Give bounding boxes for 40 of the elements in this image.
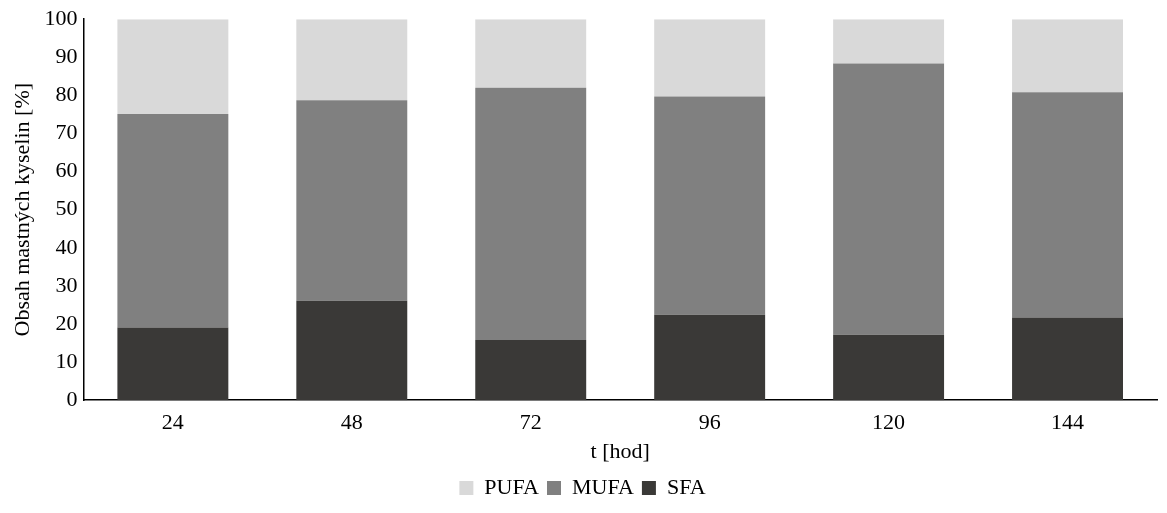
- bar: [296, 100, 408, 301]
- bar: [475, 19, 587, 88]
- y-tick-label: 80: [55, 81, 78, 107]
- x-axis-title: t [hod]: [590, 437, 650, 463]
- bar: [117, 19, 229, 115]
- legend-label: SFA: [666, 473, 706, 499]
- legend-label: PUFA: [484, 473, 540, 499]
- y-tick-label: 100: [44, 4, 78, 30]
- x-tick-label: 96: [698, 409, 721, 435]
- x-tick-label: 120: [872, 409, 906, 435]
- y-tick-label: 0: [66, 385, 78, 411]
- x-tick-label: 24: [161, 409, 184, 435]
- bar: [1012, 317, 1123, 401]
- y-tick-label: 40: [55, 233, 78, 259]
- bar: [654, 19, 766, 97]
- bar: [1012, 19, 1123, 93]
- bar: [833, 19, 945, 64]
- bar: [654, 96, 766, 315]
- y-tick-label: 10: [55, 347, 78, 373]
- bar: [296, 300, 408, 401]
- y-tick-label: 60: [55, 157, 78, 183]
- bar: [475, 340, 587, 401]
- y-tick-label: 30: [55, 271, 78, 297]
- bar: [833, 334, 945, 401]
- y-tick-label: 50: [55, 195, 78, 221]
- bar: [296, 19, 408, 101]
- x-tick-label: 144: [1051, 409, 1085, 435]
- bar: [833, 63, 945, 335]
- y-tick-label: 90: [55, 43, 78, 69]
- bar: [654, 314, 766, 401]
- bar: [117, 114, 229, 328]
- y-tick-label: 20: [55, 309, 78, 335]
- x-tick-label: 72: [519, 409, 542, 435]
- x-tick-label: 48: [340, 409, 363, 435]
- y-axis-title: Obsah mastných kyselin [%]: [8, 82, 34, 337]
- bar: [117, 327, 229, 401]
- y-tick-label: 70: [55, 119, 78, 145]
- bar: [1012, 92, 1123, 318]
- legend-label: MUFA: [571, 473, 635, 499]
- bar: [475, 87, 587, 340]
